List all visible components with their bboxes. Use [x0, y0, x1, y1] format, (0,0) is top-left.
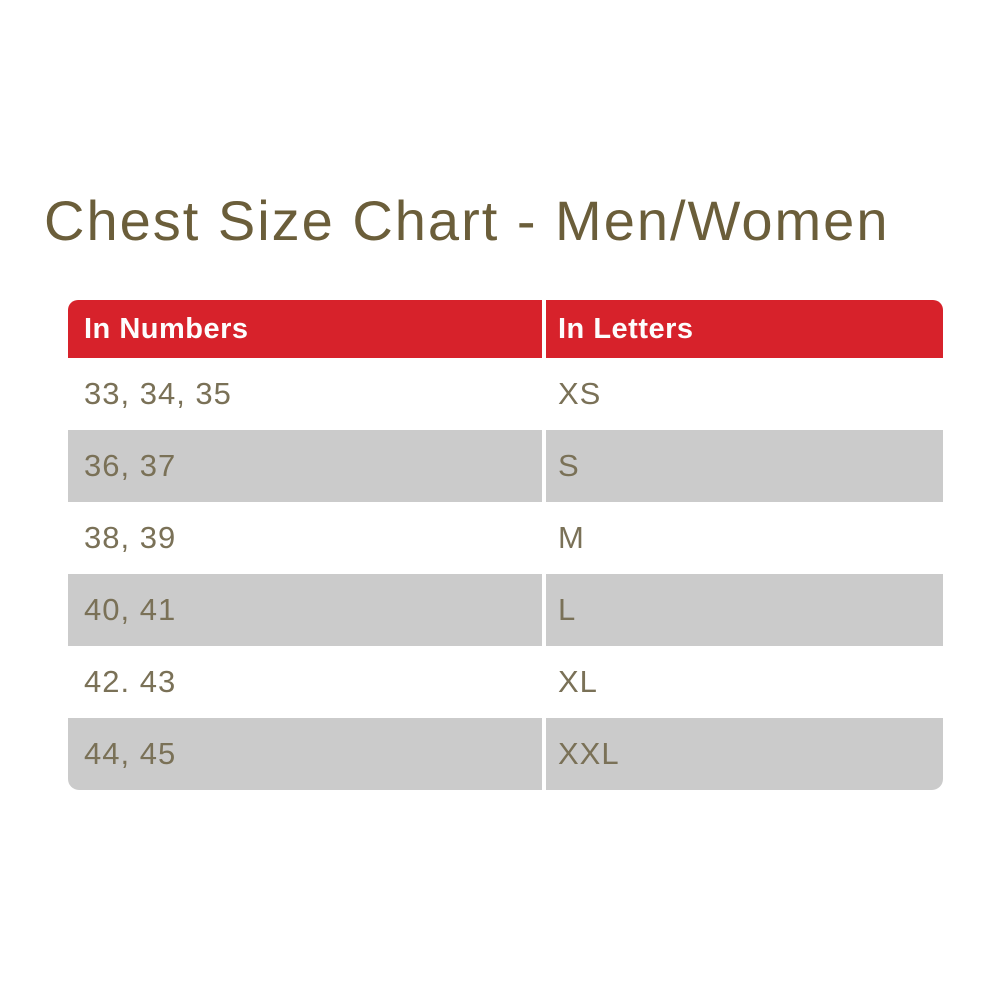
numbers-cell: 36, 37 [68, 430, 542, 502]
letters-cell: S [546, 430, 943, 502]
letters-cell: L [546, 574, 943, 646]
numbers-cell: 38, 39 [84, 520, 177, 555]
table-row: 33, 34, 35 XS [68, 358, 943, 430]
size-chart-table: In Numbers In Letters 33, 34, 35 XS 36, … [68, 300, 943, 790]
table-row: 42. 43 XL [68, 646, 943, 718]
letters-cell: XL [558, 664, 598, 699]
numbers-cell: 44, 45 [68, 718, 542, 790]
numbers-cell: 40, 41 [68, 574, 542, 646]
table-header-row: In Numbers In Letters [68, 300, 943, 358]
page-title: Chest Size Chart - Men/Women [44, 189, 890, 252]
table-row: 40, 41 L [68, 574, 943, 646]
table-row: 38, 39 M [68, 502, 943, 574]
numbers-cell: 42. 43 [84, 664, 177, 699]
header-in-letters: In Letters [546, 300, 943, 358]
header-in-numbers: In Numbers [68, 300, 542, 358]
numbers-cell: 33, 34, 35 [84, 376, 232, 411]
letters-cell: XS [558, 376, 602, 411]
table-row: 36, 37 S [68, 430, 943, 502]
letters-cell: M [558, 520, 585, 555]
letters-cell: XXL [546, 718, 943, 790]
table-row: 44, 45 XXL [68, 718, 943, 790]
